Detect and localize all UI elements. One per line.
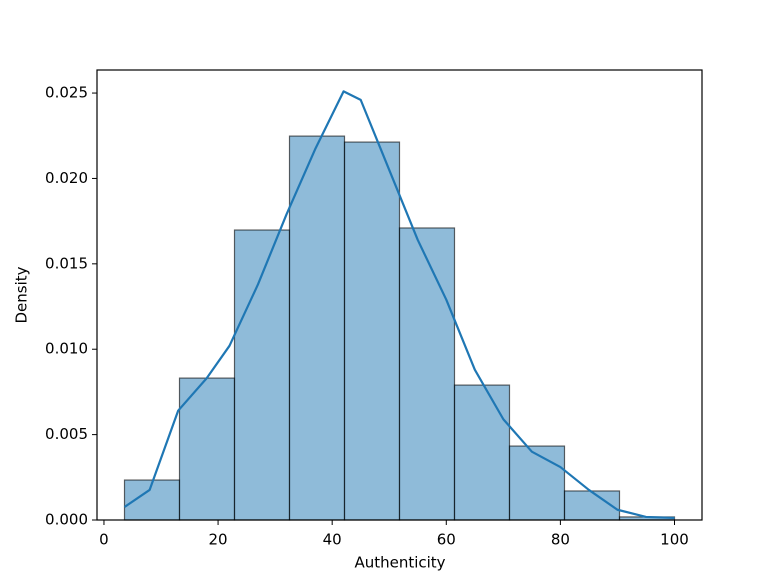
- x-tick-label: 0: [99, 531, 109, 549]
- x-tick-label: 60: [437, 531, 456, 549]
- kde-line: [123, 90, 675, 520]
- x-axis-label: Authenticity: [354, 554, 445, 572]
- y-tick-label: 0.025: [45, 84, 88, 102]
- x-tick-label: 100: [660, 531, 689, 549]
- bar: [453, 384, 511, 521]
- plot-frame: [96, 69, 703, 521]
- y-tick-label: 0.015: [45, 254, 88, 272]
- x-tick-label: 80: [551, 531, 570, 549]
- bar: [288, 135, 346, 521]
- bar: [508, 445, 566, 521]
- y-tick-label: 0.005: [45, 425, 88, 443]
- bar: [398, 227, 456, 521]
- y-axis-label: Density: [13, 266, 31, 323]
- bar: [233, 229, 291, 521]
- bar: [343, 141, 401, 521]
- y-tick-label: 0.000: [45, 511, 88, 529]
- x-tick-label: 20: [209, 531, 228, 549]
- y-tick-label: 0.010: [45, 340, 88, 358]
- x-tick-label: 40: [323, 531, 342, 549]
- y-tick-label: 0.020: [45, 169, 88, 187]
